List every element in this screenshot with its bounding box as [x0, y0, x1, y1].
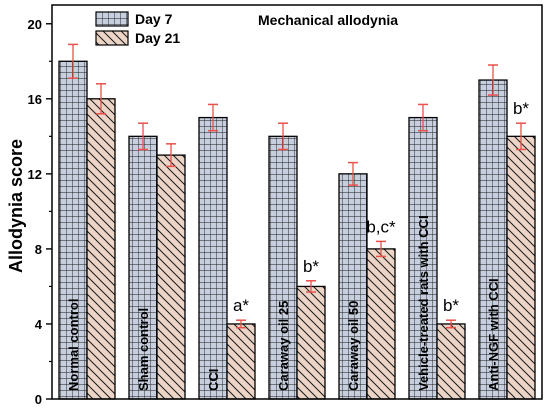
y-tick-label: 0: [35, 392, 42, 407]
legend-label-day7: Day 7: [135, 11, 173, 27]
axes-layer: 0 4 8 12 16 20: [28, 4, 543, 407]
annotation-label: b*: [513, 99, 529, 118]
legend-swatch-day21: [95, 30, 129, 46]
bar-day7-2: [198, 116, 228, 400]
category-label: Anti-NGF with CCI: [486, 278, 501, 391]
bar-day7-5: [408, 116, 438, 400]
y-tick-label: 4: [35, 317, 43, 332]
category-label: Caraway oil 25: [276, 301, 291, 391]
category-label: Caraway oil 50: [346, 301, 361, 391]
y-tick-label: 20: [28, 17, 42, 32]
y-tick-label: 12: [28, 167, 42, 182]
annotation-label: b,c*: [366, 217, 396, 236]
bar-day21-1: [156, 154, 186, 400]
legend-swatch-day7: [95, 11, 129, 27]
category-label: CCI: [206, 369, 221, 391]
annotation-label: b*: [443, 296, 459, 315]
bar-day21-5: [436, 323, 466, 400]
y-axis-label: Allodynia score: [6, 139, 26, 273]
chart-title: Mechanical allodynia: [258, 12, 398, 28]
bar-day7-3: [268, 135, 298, 400]
annotation-label: b*: [303, 257, 319, 276]
bar-day7-0: [58, 60, 88, 400]
category-label: Normal control: [66, 299, 81, 391]
axis-frame: [51, 4, 543, 400]
bar-day7-4: [338, 173, 368, 400]
legend: Day 7 Day 21: [95, 11, 180, 46]
bars-layer: [58, 43, 536, 400]
bar-day21-6: [506, 135, 536, 400]
legend-label-day21: Day 21: [135, 30, 180, 46]
bar-day21-0: [86, 98, 116, 400]
annotation-label: a*: [233, 296, 249, 315]
y-tick-label: 8: [35, 242, 42, 257]
bar-day21-4: [366, 248, 396, 400]
category-label: Vehicle-treated rats with CCI: [416, 215, 431, 391]
category-label: Sham control: [136, 308, 151, 391]
bar-day21-3: [296, 285, 326, 400]
labels-layer: Normal control Sham control CCI a* Caraway o…: [66, 99, 529, 391]
y-tick-label: 16: [28, 92, 42, 107]
bar-day21-2: [226, 323, 256, 400]
